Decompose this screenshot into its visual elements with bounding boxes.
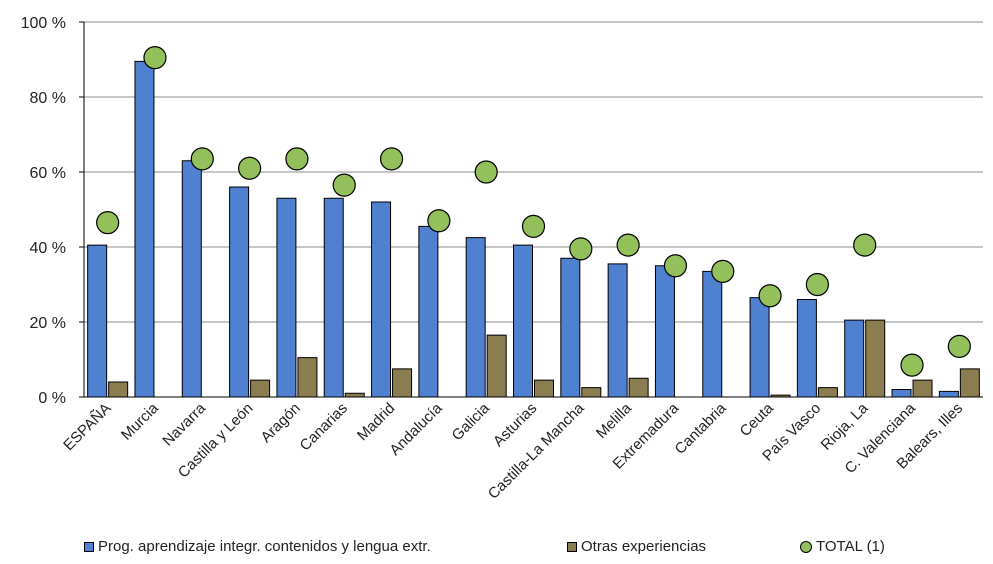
legend-swatch-otras bbox=[567, 541, 577, 552]
dot-total bbox=[238, 156, 262, 180]
bar-prog bbox=[276, 197, 297, 398]
bar-prog bbox=[607, 263, 628, 398]
legend-swatch-total bbox=[800, 540, 812, 553]
bar-prog bbox=[181, 160, 202, 398]
bar-prog bbox=[560, 257, 581, 398]
axes bbox=[83, 22, 983, 398]
legend-swatch-prog bbox=[84, 541, 94, 552]
dot-total bbox=[143, 46, 167, 70]
bar-prog bbox=[796, 299, 817, 398]
x-category-label: Madrid bbox=[354, 400, 398, 444]
bar-otras bbox=[628, 377, 649, 398]
legend-item-total: TOTAL (1) bbox=[800, 538, 885, 555]
x-category-label: Cantabria bbox=[672, 399, 730, 457]
y-tick-label: 40 % bbox=[30, 240, 66, 257]
bar-otras bbox=[297, 357, 318, 398]
bar-prog bbox=[371, 201, 392, 398]
bar-prog bbox=[702, 270, 723, 398]
dot-total bbox=[521, 214, 546, 238]
bar-prog bbox=[938, 390, 959, 398]
dot-total bbox=[379, 147, 404, 171]
bar-otras bbox=[912, 379, 933, 398]
dot-total bbox=[900, 353, 924, 377]
gridlines bbox=[84, 21, 983, 323]
bar-prog bbox=[323, 197, 344, 398]
legend-label-total: TOTAL (1) bbox=[816, 538, 885, 555]
dot-total bbox=[96, 211, 120, 235]
legend-label-otras: Otras experiencias bbox=[581, 538, 707, 555]
bar-otras bbox=[108, 381, 129, 398]
y-tick-label: 60 % bbox=[30, 165, 66, 182]
dot-total bbox=[947, 334, 971, 358]
bar-prog bbox=[749, 297, 770, 398]
dot-total bbox=[285, 147, 309, 171]
dot-total bbox=[616, 233, 640, 257]
dot-total bbox=[332, 173, 356, 197]
y-axis-ticks: 0 % 20 % 40 % 60 % 80 % 100 % bbox=[21, 15, 84, 407]
x-category-label: Melilla bbox=[593, 399, 636, 442]
bar-otras bbox=[344, 392, 365, 398]
y-tick-label: 80 % bbox=[30, 90, 66, 107]
bar-otras bbox=[817, 387, 838, 398]
bar-prog bbox=[465, 237, 486, 398]
x-category-label: Ceuta bbox=[737, 399, 778, 440]
bar-otras bbox=[534, 379, 554, 398]
x-category-label: Aragón bbox=[258, 400, 304, 446]
dot-total bbox=[190, 147, 214, 171]
total-markers bbox=[96, 46, 971, 377]
x-category-label: Canarias bbox=[297, 400, 351, 454]
bar-otras bbox=[250, 379, 271, 398]
dot-total bbox=[758, 284, 782, 308]
dot-total bbox=[474, 160, 498, 184]
bar-otras bbox=[581, 387, 602, 398]
dot-total bbox=[427, 209, 451, 233]
legend-item-otras: Otras experiencias bbox=[567, 538, 706, 555]
bar-prog bbox=[844, 319, 865, 398]
legend: Prog. aprendizaje integr. contenidos y l… bbox=[0, 538, 993, 560]
bar-prog bbox=[87, 244, 108, 398]
y-tick-label: 20 % bbox=[30, 315, 66, 332]
bar-otras bbox=[959, 368, 980, 398]
bar-prog bbox=[418, 225, 439, 398]
dot-total bbox=[569, 237, 593, 261]
y-tick-label: 100 % bbox=[21, 15, 66, 32]
bar-prog bbox=[134, 60, 155, 398]
dot-total bbox=[853, 233, 877, 257]
bar-prog bbox=[654, 265, 675, 398]
bar-prog bbox=[229, 186, 250, 398]
y-tick-label: 0 % bbox=[38, 390, 66, 407]
bar-otras bbox=[486, 334, 507, 398]
x-category-label: ESPAÑA bbox=[60, 400, 114, 454]
bar-otras bbox=[865, 319, 886, 398]
bar-otras bbox=[392, 368, 413, 398]
bar-prog bbox=[513, 244, 533, 398]
x-category-label: Andalucía bbox=[386, 399, 446, 459]
x-category-label: Galicia bbox=[449, 399, 494, 444]
x-category-label: Murcia bbox=[118, 399, 162, 443]
dot-total bbox=[711, 259, 735, 283]
dot-total bbox=[663, 254, 688, 278]
dot-total bbox=[805, 272, 829, 297]
legend-label-prog: Prog. aprendizaje integr. contenidos y l… bbox=[98, 538, 431, 555]
legend-item-prog: Prog. aprendizaje integr. contenidos y l… bbox=[84, 538, 431, 555]
bar-prog bbox=[891, 389, 912, 398]
